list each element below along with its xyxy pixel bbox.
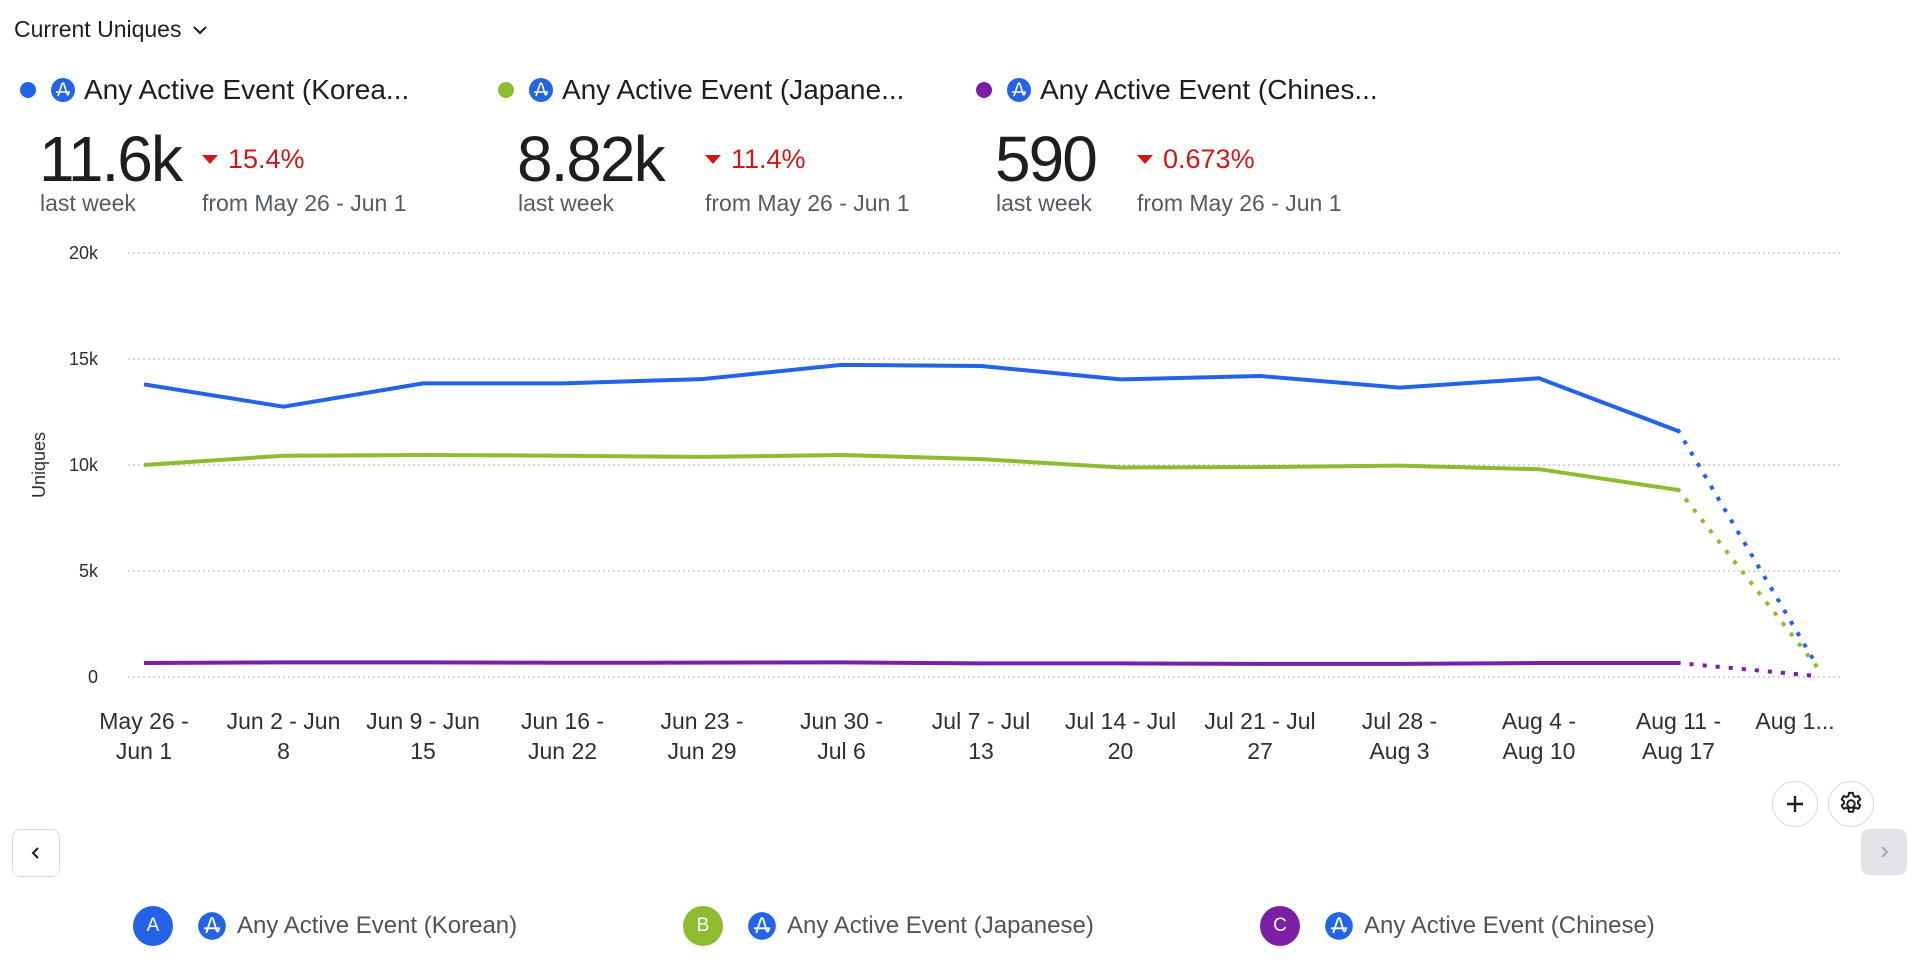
series-card-japanese: Any Active Event (Japane... 8.82k 11.4% … [494,68,964,228]
series-incomplete-segment [1675,428,1821,671]
amplitude-event-icon [50,77,76,103]
down-arrow-icon [1137,155,1153,164]
amplitude-event-icon [747,911,777,941]
series-value: 11.6k [39,123,183,195]
y-axis-title: Uniques [29,432,49,498]
change-caption: from May 26 - Jun 1 [705,190,910,216]
series-any-active-event-chinese [143,660,1821,679]
down-arrow-icon [705,155,721,164]
change-caption: from May 26 - Jun 1 [202,190,407,216]
series-line [143,660,1679,666]
x-tick-label: Jun 2 - Jun 8 [227,708,341,764]
change-caption: from May 26 - Jun 1 [1137,190,1342,216]
series-card-chinese: Any Active Event (Chines... 590 0.673% l… [972,68,1442,228]
amplitude-event-icon [197,911,227,941]
metric-dropdown[interactable]: Current Uniques [14,16,209,43]
value-caption: last week [40,190,136,216]
y-tick-label: 15k [69,349,99,369]
chevron-down-icon [193,25,208,34]
x-tick-label: Aug 1... [1755,708,1834,734]
legend-letter-badge: A [133,906,173,946]
change-value: 15.4% [228,144,305,174]
scroll-left-button[interactable] [12,829,60,877]
series-line [143,453,1679,492]
legend-item-korean[interactable]: A Any Active Event (Korean) [133,906,517,946]
add-button[interactable] [1772,781,1818,827]
legend-item-japanese[interactable]: B Any Active Event (Japanese) [683,906,1094,946]
x-tick-label: Jun 9 - Jun 15 [366,708,480,764]
chevron-right-icon [1881,846,1889,858]
y-tick-label: 10k [69,455,99,475]
value-caption: last week [518,190,614,216]
series-card-korean: Any Active Event (Korea... 11.6k 15.4% l… [16,68,486,228]
legend-letter-badge: C [1260,906,1300,946]
legend-item-chinese[interactable]: C Any Active Event (Chinese) [1260,906,1655,946]
x-tick-label: Jul 28 -Aug 3 [1362,708,1437,764]
series-color-dot [20,82,36,98]
series-change: 15.4% [202,144,305,175]
down-arrow-icon [202,155,218,164]
series-incomplete-segment [1676,660,1821,679]
scroll-right-button[interactable] [1861,829,1907,875]
y-tick-label: 20k [69,243,99,263]
series-any-active-event-japanese [143,453,1821,671]
value-caption: last week [996,190,1092,216]
series-line [143,362,1680,433]
series-change: 11.4% [705,144,806,175]
series-color-dot [498,82,514,98]
metric-dropdown-label: Current Uniques [14,16,182,42]
series-color-dot [976,82,992,98]
y-tick-label: 0 [88,667,98,687]
series-name[interactable]: Any Active Event (Chines... [1040,74,1378,105]
change-value: 0.673% [1163,144,1255,174]
change-value: 11.4% [731,144,806,174]
x-tick-label: Jul 14 - Jul 20 [1065,708,1176,764]
series-any-active-event-korean [143,362,1821,671]
x-tick-label: Aug 11 -Aug 17 [1636,708,1721,764]
x-tick-label: Jun 16 -Jun 22 [521,708,604,764]
series-name[interactable]: Any Active Event (Korea... [84,74,410,105]
series-value: 8.82k [517,123,666,195]
legend-label: Any Active Event (Japanese) [787,912,1094,939]
settings-button[interactable] [1828,781,1874,827]
legend-label: Any Active Event (Korean) [237,912,518,939]
series-name[interactable]: Any Active Event (Japane... [562,74,905,105]
series-incomplete-segment [1675,487,1821,671]
y-tick-label: 5k [79,561,99,581]
amplitude-event-icon [1324,911,1354,941]
x-tick-label: May 26 -Jun 1 [99,708,188,764]
line-chart[interactable]: 0 5k 10k 15k 20k Uniques May 26 -Jun 1 Jun 2 … [0,230,1920,770]
x-tick-label: Jul 21 - Jul 27 [1204,708,1315,764]
x-tick-label: Jun 30 -Jul 6 [800,708,883,764]
x-tick-label: Jun 23 -Jun 29 [660,708,743,764]
amplitude-event-icon [1006,77,1032,103]
chevron-left-icon [31,847,39,859]
x-tick-label: Jul 7 - Jul 13 [932,708,1030,764]
series-value: 590 [995,123,1098,195]
x-tick-label: Aug 4 -Aug 10 [1502,708,1576,764]
gear-icon [1840,791,1862,813]
legend-label: Any Active Event (Chinese) [1364,912,1655,939]
amplitude-event-icon [528,77,554,103]
series-change: 0.673% [1137,144,1255,175]
plus-icon [1787,796,1803,812]
legend-letter-badge: B [683,906,723,946]
